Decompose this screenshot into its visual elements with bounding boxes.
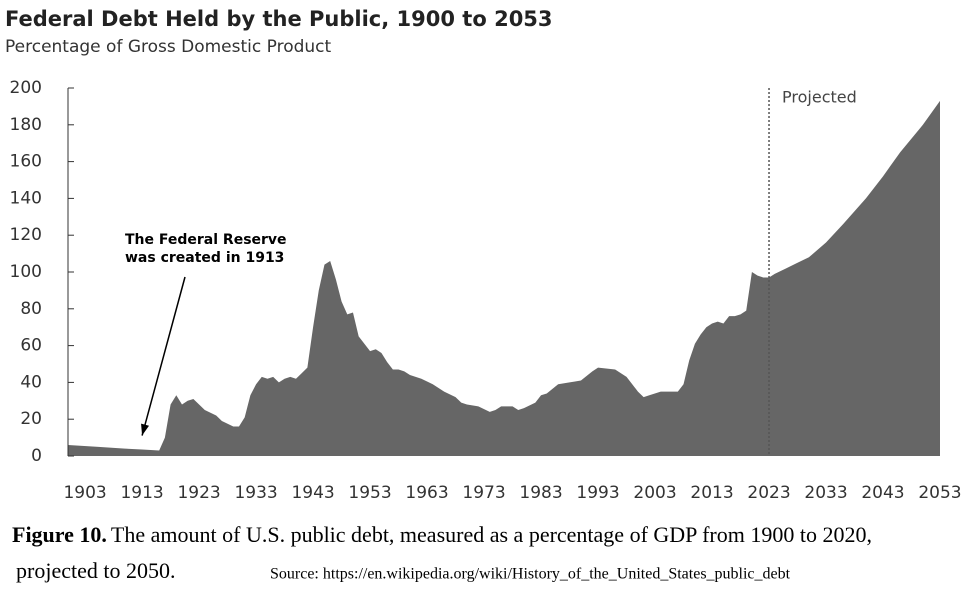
caption-text: projected to 2050. [16,558,175,583]
x-tick-label: 1963 [405,483,448,503]
area [68,100,940,456]
x-tick-label: 2053 [918,483,961,503]
annotation-line: was created in 1913 [125,250,284,266]
y-tick-label: 80 [20,299,42,319]
y-tick-label: 40 [20,372,42,392]
annotation-arrow [141,276,186,436]
y-tick-label: 160 [10,152,42,172]
x-tick-label: 1993 [576,483,619,503]
x-tick-label: 2043 [861,483,904,503]
y-tick-label: 0 [31,446,42,466]
x-tick-label: 1943 [291,483,334,503]
caption: Figure 10. The amount of U.S. public debt… [12,522,872,547]
annotation: The Federal Reserve was created in 1913 [125,232,287,266]
chart-title: Federal Debt Held by the Public, 1900 to… [5,7,553,31]
x-tick-label: 1973 [462,483,505,503]
x-tick-label: 1913 [120,483,163,503]
arrow-head [141,423,150,436]
x-tick-label: 2003 [633,483,676,503]
y-tick-label: 120 [10,225,42,245]
y-tick-label: 200 [10,78,42,98]
y-tick-label: 180 [10,115,42,135]
caption-label: Figure 10. [12,522,107,547]
y-tick-label: 100 [10,262,42,282]
x-tick-label: 1903 [63,483,106,503]
y-tick-label: 60 [20,336,42,356]
x-tick-label: 2023 [747,483,790,503]
projection-label: Projected [782,88,857,107]
x-tick-label: 1923 [177,483,220,503]
x-tick-label: 1933 [234,483,277,503]
x-tick-label: 2013 [690,483,733,503]
y-tick-label: 140 [10,188,42,208]
x-tick-label: 1983 [519,483,562,503]
x-tick-label: 1953 [348,483,391,503]
chart-subtitle: Percentage of Gross Domestic Product [5,37,332,57]
caption-text: The amount of U.S. public debt, measured… [111,522,872,547]
x-tick-label: 2033 [804,483,847,503]
caption-source: Source: https://en.wikipedia.org/wiki/Hi… [270,566,791,583]
y-tick-label: 20 [20,409,42,429]
annotation-line: The Federal Reserve [125,232,287,248]
